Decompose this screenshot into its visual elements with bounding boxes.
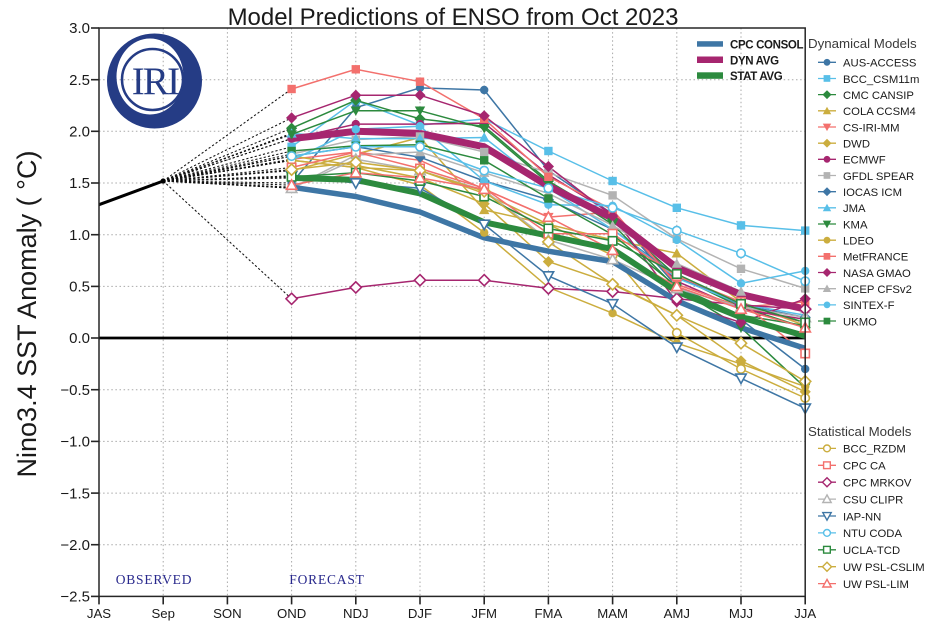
- svg-text:−0.5: −0.5: [60, 382, 90, 399]
- svg-text:JJA: JJA: [794, 606, 816, 621]
- svg-text:1.5: 1.5: [69, 175, 90, 192]
- svg-text:0.0: 0.0: [69, 330, 90, 347]
- svg-text:−2.5: −2.5: [60, 589, 90, 606]
- svg-text:−2.0: −2.0: [60, 537, 90, 554]
- svg-text:KMA: KMA: [843, 219, 868, 231]
- svg-text:ECMWF: ECMWF: [843, 155, 886, 167]
- svg-text:IOCAS ICM: IOCAS ICM: [843, 187, 902, 199]
- svg-text:FMA: FMA: [534, 606, 562, 621]
- svg-text:BCC_CSM11m: BCC_CSM11m: [843, 74, 919, 86]
- svg-text:Model Predictions of ENSO from: Model Predictions of ENSO from Oct 2023: [228, 4, 679, 31]
- svg-text:1.0: 1.0: [69, 227, 90, 244]
- svg-text:LDEO: LDEO: [843, 236, 874, 248]
- svg-text:FORECAST: FORECAST: [289, 572, 364, 587]
- svg-text:IRI: IRI: [132, 60, 179, 103]
- svg-text:3.0: 3.0: [69, 20, 90, 37]
- svg-text:SINTEX-F: SINTEX-F: [843, 300, 895, 312]
- svg-text:UKMO: UKMO: [843, 316, 877, 328]
- svg-text:Nino3.4 SST Anomaly ( °C): Nino3.4 SST Anomaly ( °C): [12, 151, 42, 478]
- svg-text:Statistical Models: Statistical Models: [808, 424, 912, 439]
- svg-text:CPC CONSOL: CPC CONSOL: [730, 40, 803, 52]
- svg-text:NASA GMAO: NASA GMAO: [843, 268, 911, 280]
- svg-text:Dynamical Models: Dynamical Models: [808, 36, 917, 51]
- svg-text:NCEP CFSv2: NCEP CFSv2: [843, 284, 912, 296]
- svg-text:COLA CCSM4: COLA CCSM4: [843, 106, 916, 118]
- svg-text:IAP-NN: IAP-NN: [843, 511, 881, 523]
- svg-text:CS-IRI-MM: CS-IRI-MM: [843, 122, 899, 134]
- svg-text:UCLA-TCD: UCLA-TCD: [843, 545, 900, 557]
- svg-text:OND: OND: [277, 606, 306, 621]
- svg-text:CMC CANSIP: CMC CANSIP: [843, 90, 914, 102]
- svg-text:JFM: JFM: [471, 606, 497, 621]
- svg-text:JAS: JAS: [87, 606, 111, 621]
- svg-text:MJJ: MJJ: [729, 606, 753, 621]
- svg-text:CPC CA: CPC CA: [843, 461, 886, 473]
- svg-text:MAM: MAM: [597, 606, 628, 621]
- svg-text:Sep: Sep: [151, 606, 174, 621]
- svg-text:CSU CLIPR: CSU CLIPR: [843, 494, 903, 506]
- svg-text:AUS-ACCESS: AUS-ACCESS: [843, 58, 917, 70]
- svg-text:CPC MRKOV: CPC MRKOV: [843, 478, 912, 490]
- svg-text:UW PSL-CSLIM: UW PSL-CSLIM: [843, 562, 925, 574]
- svg-text:−1.5: −1.5: [60, 485, 90, 502]
- svg-text:DJF: DJF: [408, 606, 432, 621]
- svg-text:OBSERVED: OBSERVED: [116, 572, 193, 587]
- svg-text:STAT AVG: STAT AVG: [730, 71, 783, 83]
- svg-text:GFDL SPEAR: GFDL SPEAR: [843, 171, 914, 183]
- svg-text:2.5: 2.5: [69, 72, 90, 89]
- svg-text:NTU CODA: NTU CODA: [843, 528, 902, 540]
- svg-text:0.5: 0.5: [69, 279, 90, 296]
- svg-text:−1.0: −1.0: [60, 434, 90, 451]
- svg-text:MetFRANCE: MetFRANCE: [843, 252, 909, 264]
- svg-text:NDJ: NDJ: [343, 606, 369, 621]
- svg-text:AMJ: AMJ: [664, 606, 690, 621]
- svg-text:DWD: DWD: [843, 139, 870, 151]
- svg-text:BCC_RZDM: BCC_RZDM: [843, 444, 906, 456]
- svg-text:JMA: JMA: [843, 203, 866, 215]
- svg-text:DYN AVG: DYN AVG: [730, 55, 779, 67]
- svg-text:2.0: 2.0: [69, 124, 90, 141]
- svg-text:SON: SON: [213, 606, 242, 621]
- svg-text:UW PSL-LIM: UW PSL-LIM: [843, 579, 909, 591]
